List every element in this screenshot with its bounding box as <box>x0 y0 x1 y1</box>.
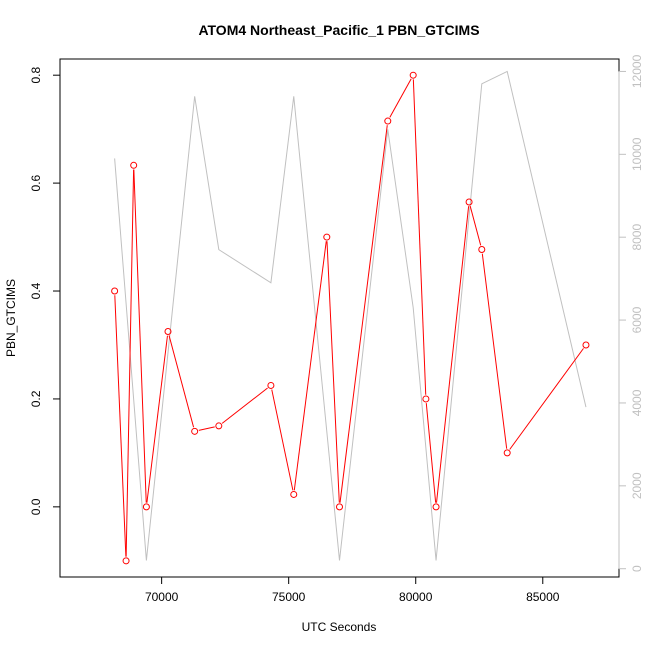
primary-series-point <box>503 449 511 457</box>
y2-tick-label: 6000 <box>630 306 644 333</box>
y2-tick-label: 8000 <box>630 224 644 251</box>
primary-series-point <box>323 233 331 241</box>
x-tick-label: 75000 <box>272 590 306 604</box>
primary-series-segment <box>436 206 470 503</box>
primary-series-segment <box>125 169 135 557</box>
y2-tick-label: 4000 <box>630 389 644 416</box>
primary-series-segment <box>293 241 327 491</box>
primary-series-point <box>142 503 150 511</box>
secondary-series-line <box>114 70 587 561</box>
primary-series-layer <box>111 71 590 565</box>
primary-series-point <box>122 557 130 565</box>
x-tick-label: 85000 <box>526 590 560 604</box>
primary-series-point <box>409 71 417 79</box>
primary-series-segment <box>389 78 412 118</box>
primary-series-segment <box>481 253 508 449</box>
x-tick-label: 70000 <box>145 590 179 604</box>
axes-layer: 70000 75000 80000 85000 0.0 0.2 0.4 0.6 0.8 0 2000… <box>29 54 644 604</box>
primary-series-segment <box>133 169 147 503</box>
y2-tick-label: 0 <box>630 565 644 572</box>
primary-series-point <box>130 161 138 169</box>
y2-tick-label: 2000 <box>630 472 644 499</box>
primary-series-segment <box>271 389 294 491</box>
primary-series-point <box>215 422 223 430</box>
primary-series-segment <box>114 295 127 557</box>
primary-series-point <box>191 427 199 435</box>
x-tick-label: 80000 <box>399 590 433 604</box>
y-tick-label: 0.8 <box>29 67 43 84</box>
primary-series-point <box>267 381 275 389</box>
y2-tick-label: 12000 <box>630 54 644 88</box>
primary-series-segment <box>326 241 340 503</box>
y-tick-label: 0.6 <box>29 174 43 191</box>
primary-series-point <box>465 198 473 206</box>
primary-series-segment <box>221 387 268 424</box>
x-axis-label: UTC Seconds <box>302 620 377 634</box>
y-axis-label: PBN_GTCIMS <box>4 279 18 357</box>
primary-series-segment <box>198 426 215 431</box>
primary-series-point <box>164 327 172 335</box>
primary-series-segment <box>168 335 195 428</box>
primary-series-point <box>290 490 298 498</box>
primary-series-point <box>336 503 343 511</box>
primary-series-segment <box>339 125 388 503</box>
primary-series-segment <box>412 79 427 395</box>
primary-series-point <box>478 245 486 253</box>
primary-series-segment <box>469 205 482 246</box>
primary-series-point <box>582 341 590 349</box>
primary-series-point <box>111 287 119 295</box>
primary-series-segment <box>425 403 437 503</box>
primary-series-point <box>422 395 430 403</box>
primary-series-segment <box>509 348 584 450</box>
primary-series-point <box>432 503 440 511</box>
chart-title: ATOM4 Northeast_Pacific_1 PBN_GTCIMS <box>198 22 479 38</box>
secondary-series-layer <box>114 70 587 561</box>
primary-series-segment <box>146 335 168 503</box>
y-tick-label: 0.0 <box>29 498 43 515</box>
y-tick-label: 0.2 <box>29 390 43 407</box>
primary-series-point <box>384 117 392 125</box>
y-tick-label: 0.4 <box>29 282 43 299</box>
y2-tick-label: 10000 <box>630 137 644 171</box>
